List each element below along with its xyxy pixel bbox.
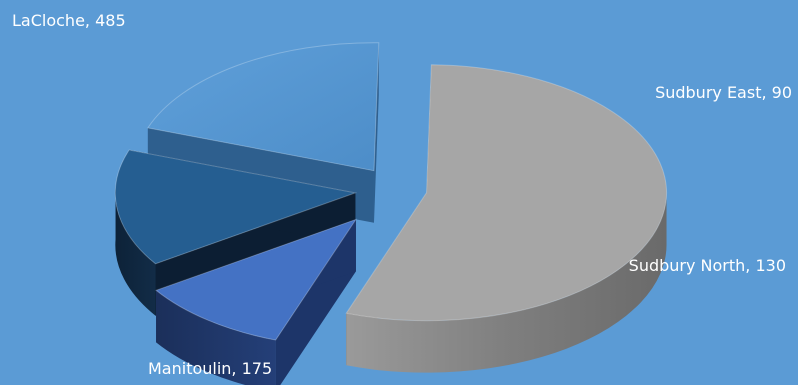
data-label-sudbury-north: Sudbury North, 130 [629,256,786,275]
data-label-sudbury-east: Sudbury East, 90 [655,83,792,102]
pie-slice-top-lacloche [345,64,668,322]
data-label-lacloche: LaCloche, 485 [12,11,126,30]
data-label-manitoulin: Manitoulin, 175 [148,359,272,378]
pie-slice-top-sudbury-north [114,149,358,265]
pie-slice-side-lacloche [346,191,667,373]
pie-slice-top-sudbury-east [155,218,358,341]
pie-slice-lacloche [345,64,668,373]
pie-slice-top-manitoulin [146,42,380,172]
pie-slice-wall-manitoulin-end [373,42,379,223]
pie-slice-side-sudbury-north [115,187,156,316]
pie-slice-side-sudbury-east [156,290,276,385]
pie-slice-sudbury-east [155,218,358,385]
